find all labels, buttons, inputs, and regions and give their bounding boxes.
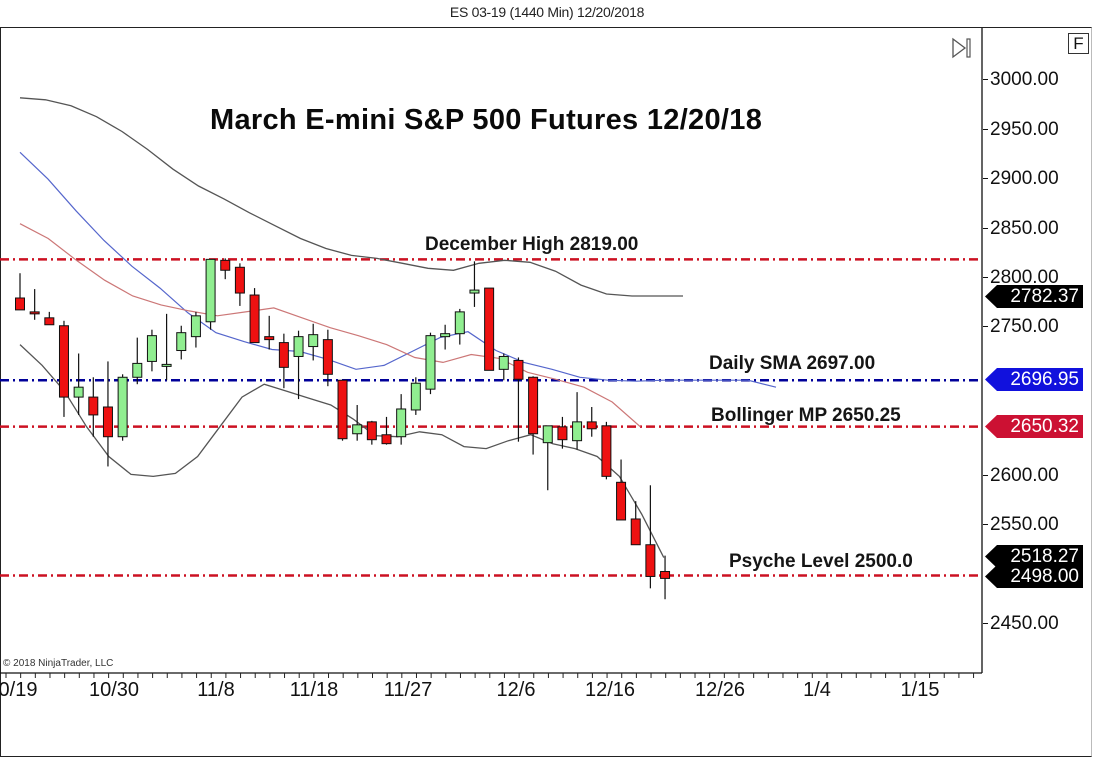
chart-frame [0,27,1092,757]
price-tag-sma: 2696.95 [985,368,1083,391]
candle-down [513,359,524,380]
candle-down [366,421,377,441]
x-tick-label: 12/16 [584,679,636,701]
price-tag-last-upper-band: 2782.37 [985,285,1083,308]
candle-up [132,362,143,378]
price-tag-bollinger-mid: 2650.32 [985,415,1083,438]
y-tick-label: 2450.00 [983,613,1059,635]
annotation-psyche-level: Psyche Level 2500.0 [729,551,913,572]
candle-down [557,426,568,441]
candle-down [484,287,495,371]
y-tick-label: 2800.00 [983,267,1059,289]
candle-down [29,311,40,315]
candle-up [146,335,157,362]
x-tick-label: 0/19 [0,679,38,701]
annotation-daily-sma: Daily SMA 2697.00 [709,353,876,374]
candle-up [498,355,509,370]
x-tick-label: 10/30 [88,679,140,701]
x-tick-label: 11/18 [289,679,339,701]
candle-down [278,342,289,368]
y-tick-label: 2550.00 [983,514,1059,536]
candle-down [630,518,641,546]
candle-up [454,311,465,335]
candle-up [190,315,201,338]
candle-down [15,297,25,311]
candle-up [542,425,553,444]
candle-down [616,481,627,521]
candle-down [58,325,69,398]
y-tick-label: 2850.00 [983,218,1059,240]
annotation-bollinger-mp: Bollinger MP 2650.25 [711,405,901,426]
f-button[interactable]: F [1068,33,1089,54]
candle-down [249,294,260,344]
candle-up [352,424,363,435]
candle-down [586,421,597,430]
x-tick-label: 12/6 [496,679,536,701]
y-tick-label: 2750.00 [983,316,1059,338]
candle-up [469,289,480,294]
candle-up [572,421,583,442]
candle-down [102,406,113,438]
price-tag-last-price: 2498.00 [985,565,1083,588]
bollinger-upper-band [19,97,683,297]
candle-up [425,335,436,390]
candle-up [308,334,319,348]
y-tick-label: 2900.00 [983,168,1059,190]
candle-up [117,376,128,438]
candle-down [381,434,392,445]
y-tick-label: 2950.00 [983,119,1059,141]
candle-down [220,259,231,271]
bollinger-mid-curve [19,223,641,428]
price-tag-lower-band: 2518.27 [985,545,1083,568]
x-tick-label: 11/27 [383,679,433,701]
sma-curve [19,151,777,388]
candle-down [88,396,99,416]
candle-up [293,336,304,357]
candle-down [601,425,612,477]
candle-down [264,336,275,341]
scroll-end-icon [952,37,971,59]
candle-down [645,544,656,577]
x-tick-label: 1/4 [803,679,831,701]
annotation-december-high: December High 2819.00 [425,234,639,255]
candle-down [660,570,671,579]
bollinger-lower-band [19,344,665,558]
x-tick-label: 11/8 [197,679,235,701]
candle-down [44,317,55,326]
copyright-notice: © 2018 NinjaTrader, LLC [3,658,114,669]
candle-up [205,258,216,323]
candle-up [161,363,172,367]
x-tick-label: 1/15 [900,679,940,701]
candle-up [396,408,407,438]
x-tick-label: 12/26 [694,679,746,701]
y-tick-label: 3000.00 [983,69,1059,91]
candle-down [528,376,539,435]
chart-title: March E-mini S&P 500 Futures 12/20/18 [210,104,763,136]
candle-down [337,379,348,440]
candle-up [440,333,451,338]
candle-down [322,339,333,375]
y-tick-label: 2600.00 [983,465,1059,487]
candle-up [410,382,421,411]
candle-up [73,386,84,398]
window-title: ES 03-19 (1440 Min) 12/20/2018 [449,4,645,20]
candle-up [176,332,187,352]
scroll-to-end-button[interactable] [951,37,973,59]
candle-down [234,266,245,294]
